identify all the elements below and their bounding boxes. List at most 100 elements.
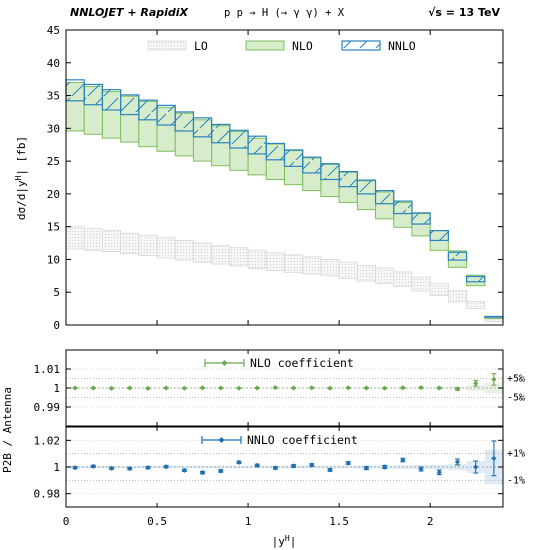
ratio2-panel-band-bin xyxy=(448,464,467,470)
legend-nlo-swatch xyxy=(245,40,285,51)
ratio1-panel-point xyxy=(418,385,424,391)
ratio1-panel-point xyxy=(90,385,96,391)
ratio1-panel-marker xyxy=(491,376,497,383)
main-panel: 0 5 10 15 20 25 30 35 40 45 LO NLO NNLO dσ/d|yH| … xyxy=(14,24,504,332)
ratio2-panel-ytick-label: 1.02 xyxy=(34,434,61,447)
ratio2-panel-band-label-lower: -1% xyxy=(507,475,525,486)
ratio1-panel-marker xyxy=(272,385,278,391)
x-tick-label: 2 xyxy=(427,515,434,528)
ratio2-panel: 0.98 1 1.02 +1% -1% 0 0.5 1 1.5 2 xyxy=(34,426,525,528)
ratio1-panel-marker xyxy=(345,385,351,391)
main-ytick-label: 10 xyxy=(47,253,60,266)
band-lo-bin xyxy=(302,256,322,275)
legend-nlo-label: NLO xyxy=(292,39,313,53)
ratio2-panel-point xyxy=(90,463,96,469)
ratio2-panel-marker xyxy=(181,467,187,473)
band-nnlo-bin xyxy=(65,79,85,102)
ratio2-panel-point xyxy=(72,465,78,471)
ratio2-panel-marker xyxy=(345,460,351,466)
ratio1-panel-point xyxy=(218,385,224,391)
band-nnlo-bin xyxy=(320,163,340,181)
ratio1-panel-point xyxy=(254,385,260,391)
band-lo-bin xyxy=(320,259,340,277)
ratio1-panel-point xyxy=(382,385,388,391)
ratio1-panel-marker xyxy=(90,385,96,391)
ratio1-panel-point xyxy=(181,385,187,391)
ratio2-panel-point xyxy=(145,465,151,471)
ratio2-panel-point xyxy=(163,464,169,470)
ratio1-panel: 0.99 1 1.01 +5‰ -5‰ xyxy=(34,349,526,427)
ratio1-panel-point xyxy=(72,385,78,391)
ratio1-panel-marker xyxy=(108,385,115,391)
ratio2-panel-marker xyxy=(218,468,224,474)
ratio1-panel-marker xyxy=(327,385,333,391)
band-nnlo-bin xyxy=(174,111,195,132)
band-nnlo-bin xyxy=(192,117,213,138)
legend-lo-label: LO xyxy=(194,39,208,53)
band-lo-bin xyxy=(83,228,103,251)
band-nnlo-bin xyxy=(211,123,231,144)
main-axes: 0 5 10 15 20 25 30 35 40 45 xyxy=(47,24,504,332)
main-ytick-label: 25 xyxy=(47,155,60,168)
ratio2-panel-marker xyxy=(291,463,297,469)
band-lo-bin xyxy=(429,282,449,296)
x-tick-label: 0 xyxy=(63,515,70,528)
band-nnlo-bin xyxy=(138,99,158,121)
ratio1-panel-marker xyxy=(218,385,224,391)
band-nnlo-bin xyxy=(83,83,104,106)
ratio2-panel-point xyxy=(327,467,333,473)
band-nnlo-bin xyxy=(484,315,504,318)
ratio2-panel-point xyxy=(436,469,442,476)
main-ytick-label: 20 xyxy=(47,188,60,201)
band-nnlo-bin xyxy=(283,149,304,167)
band-lo-bin xyxy=(193,242,213,263)
main-ytick-label: 45 xyxy=(47,24,60,37)
band-nnlo-bin xyxy=(356,179,377,195)
ratio2-panel-marker xyxy=(272,465,278,471)
ratio1-panel-point xyxy=(400,385,406,391)
band-lo-bin xyxy=(156,237,176,259)
main-ytick-label: 0 xyxy=(53,319,60,332)
band-nnlo-bin xyxy=(247,135,267,155)
band-nnlo-bin xyxy=(101,89,122,111)
ratio2-panel-band-bin xyxy=(211,465,230,469)
band-lo-bin xyxy=(338,261,358,279)
band-lo-bin xyxy=(65,226,85,250)
band-lo-bin xyxy=(102,230,122,252)
ratio2-panel-point xyxy=(382,464,388,470)
ratio1-panel-point xyxy=(127,385,133,391)
band-nnlo-bin xyxy=(156,104,176,126)
ratio1-panel-band-label-upper: +5‰ xyxy=(507,374,526,385)
ratio1-panel-ytick-label: 0.99 xyxy=(34,401,61,414)
ratio1-panel-point xyxy=(236,385,242,391)
ratio1-panel-point xyxy=(436,385,442,391)
legend-nnlo-label: NNLO xyxy=(388,39,416,53)
ratio1-panel-marker xyxy=(473,380,479,386)
ratio2-panel-point xyxy=(127,466,133,472)
ratio1-panel-band-label-lower: -5‰ xyxy=(507,393,526,404)
ratio2-panel-marker xyxy=(473,464,479,470)
ratio1-panel-point xyxy=(145,385,151,391)
ratio2-panel-marker xyxy=(108,465,115,471)
main-bands xyxy=(65,79,504,323)
header-right: √s = 13 TeV xyxy=(428,6,500,19)
ratio2-panel-marker xyxy=(382,464,388,470)
band-lo xyxy=(65,226,504,323)
ratio2-panel-point xyxy=(254,462,260,468)
ratio1-panel-marker xyxy=(145,385,151,391)
band-lo-bin xyxy=(247,249,267,270)
ratio1-panel-band-bin xyxy=(484,382,503,394)
ratio2-panel-point xyxy=(454,458,461,466)
ratio1-panel-marker xyxy=(199,385,206,391)
ratio1-panel-marker xyxy=(400,385,406,391)
ratio1-panel-point xyxy=(345,385,351,391)
band-lo-bin xyxy=(466,300,486,310)
ratio2-panel-point xyxy=(491,440,497,477)
band-lo-bin xyxy=(284,254,304,273)
band-lo-bin xyxy=(174,240,194,261)
band-nnlo-bin xyxy=(120,94,140,116)
ratio2-panel-marker xyxy=(199,470,206,476)
ratio2-panel-point xyxy=(108,465,115,471)
ratio2-panel-marker xyxy=(454,459,461,465)
band-lo-bin xyxy=(447,290,467,303)
